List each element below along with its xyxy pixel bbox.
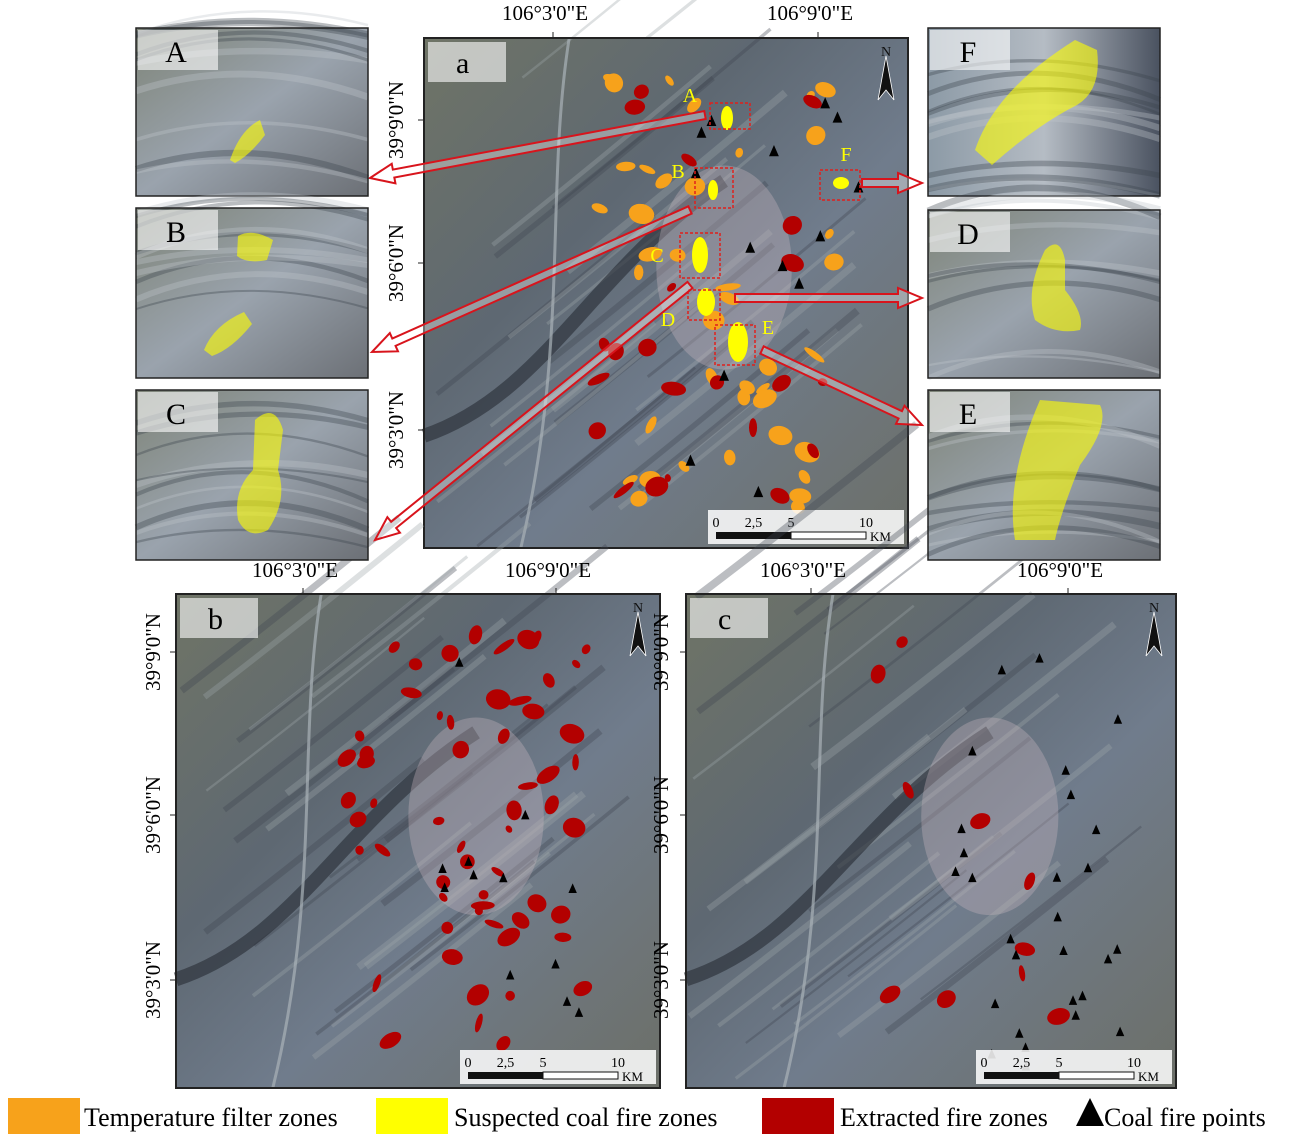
- latitude-label: 39°9'0"N: [649, 613, 673, 691]
- zoom-panel: E: [928, 390, 1160, 560]
- inset-label: B: [671, 161, 684, 183]
- latitude-label: 39°3'0"N: [649, 941, 673, 1019]
- scale-bar: [984, 1072, 1059, 1079]
- scale-tick-label: 5: [540, 1056, 547, 1071]
- scale-tick-label: 2,5: [497, 1056, 515, 1071]
- scale-tick-label: 2,5: [745, 516, 763, 531]
- latitude-label: 39°3'0"N: [384, 391, 408, 469]
- suspected-zone: [708, 180, 718, 200]
- zoom-label: E: [959, 398, 977, 431]
- inset-label: C: [650, 245, 663, 267]
- suspected-zone: [697, 288, 715, 316]
- zoom-panel: F: [928, 28, 1160, 196]
- north-label: N: [881, 45, 891, 60]
- legend-swatch: [762, 1098, 834, 1134]
- zoom-label: B: [166, 216, 186, 249]
- zoom-label: F: [960, 36, 977, 69]
- zoom-label: D: [957, 218, 979, 251]
- latitude-label: 39°6'0"N: [141, 776, 165, 854]
- scale-bar: [468, 1072, 543, 1079]
- latitude-label: 39°9'0"N: [141, 613, 165, 691]
- zoom-panel: A: [136, 11, 368, 196]
- legend-swatch: [376, 1098, 448, 1134]
- scale-tick-label: 5: [1056, 1056, 1063, 1071]
- longitude-label: 106°9'0"E: [1017, 558, 1103, 582]
- scale-bar: [1059, 1072, 1134, 1079]
- latitude-label: 39°9'0"N: [384, 81, 408, 159]
- latitude-label: 39°3'0"N: [141, 941, 165, 1019]
- suspected-zone: [833, 177, 849, 189]
- longitude-label: 106°3'0"E: [502, 1, 588, 25]
- north-label: N: [633, 601, 643, 616]
- scale-bar: [791, 532, 866, 539]
- inset-label: E: [762, 317, 774, 339]
- map-label: c: [718, 603, 731, 636]
- zoom-label: A: [165, 36, 187, 69]
- inset-label: A: [683, 85, 698, 107]
- longitude-label: 106°9'0"E: [505, 558, 591, 582]
- suspected-zone: [728, 322, 748, 362]
- north-label: N: [1149, 601, 1159, 616]
- zoom-panel: C: [136, 390, 368, 560]
- map-label: a: [456, 47, 469, 80]
- latitude-label: 39°6'0"N: [384, 224, 408, 302]
- zoom-label: C: [166, 398, 186, 431]
- scale-unit: KM: [1138, 1069, 1159, 1084]
- scale-tick-label: 0: [465, 1056, 472, 1071]
- figure: a 106°3'0"E 106°9'0"E 39°9'0"N 39°6'0"N 39°3'…: [0, 0, 1308, 1136]
- scale-tick-label: 2,5: [1013, 1056, 1031, 1071]
- legend-marker: [1076, 1098, 1104, 1126]
- legend-label: Temperature filter zones: [84, 1103, 338, 1132]
- legend-label: Coal fire points: [1104, 1103, 1266, 1132]
- scale-bar: [543, 1072, 618, 1079]
- inset-label: F: [840, 144, 851, 166]
- suspected-zone: [721, 106, 733, 130]
- mining-area: [921, 718, 1058, 916]
- longitude-label: 106°9'0"E: [767, 1, 853, 25]
- legend-swatch: [8, 1098, 80, 1134]
- map-label: b: [208, 603, 223, 636]
- suspected-zone: [692, 237, 708, 273]
- fire-zone: [749, 418, 757, 437]
- legend-label: Extracted fire zones: [840, 1103, 1048, 1132]
- scale-unit: KM: [622, 1069, 643, 1084]
- longitude-label: 106°3'0"E: [760, 558, 846, 582]
- scale-tick-label: 0: [981, 1056, 988, 1071]
- latitude-label: 39°6'0"N: [649, 776, 673, 854]
- scale-tick-label: 0: [713, 516, 720, 531]
- longitude-label: 106°3'0"E: [252, 558, 338, 582]
- map-panel: b 106°3'0"E 106°9'0"E 39°9'0"N 39°6'0"N 39°3'…: [141, 518, 660, 1088]
- zoom-panel: D: [928, 188, 1160, 378]
- zoom-panel: B: [136, 195, 368, 378]
- legend-label: Suspected coal fire zones: [454, 1103, 718, 1132]
